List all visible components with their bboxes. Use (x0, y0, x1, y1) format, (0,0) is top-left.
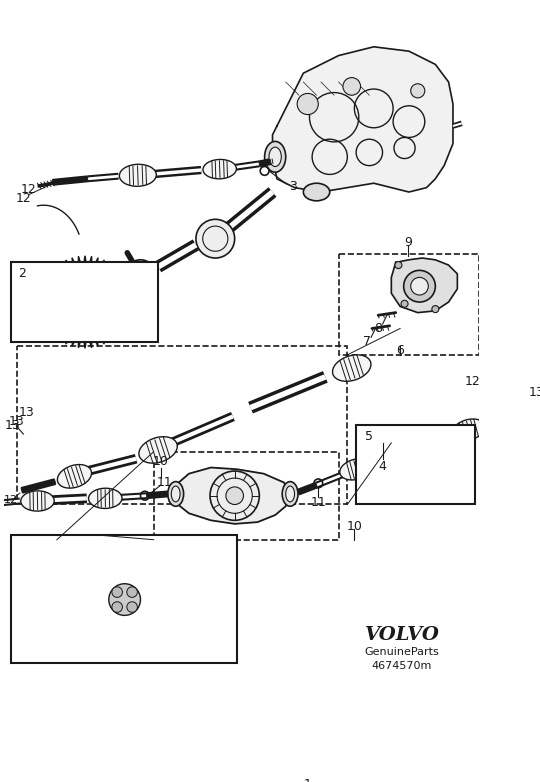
Ellipse shape (265, 142, 286, 172)
Text: 10: 10 (347, 520, 362, 533)
Circle shape (127, 601, 137, 612)
Ellipse shape (89, 488, 122, 508)
Text: 4674570m: 4674570m (372, 661, 432, 671)
Ellipse shape (286, 486, 294, 502)
Ellipse shape (282, 482, 298, 506)
Ellipse shape (333, 355, 371, 382)
Ellipse shape (139, 436, 177, 463)
Circle shape (196, 219, 235, 258)
Bar (356, 425, 475, 504)
Ellipse shape (171, 486, 180, 502)
Text: 10: 10 (153, 455, 168, 468)
Ellipse shape (119, 164, 156, 186)
Ellipse shape (399, 438, 433, 461)
Text: 12: 12 (16, 192, 31, 205)
Ellipse shape (203, 160, 237, 179)
Text: VOLVO: VOLVO (364, 626, 440, 644)
Bar (11, 263, 158, 342)
Text: 13: 13 (5, 419, 21, 432)
Text: 2: 2 (18, 267, 25, 281)
Circle shape (112, 586, 123, 597)
Circle shape (83, 558, 167, 642)
Text: 1: 1 (304, 778, 312, 782)
Circle shape (83, 558, 104, 579)
Circle shape (343, 77, 361, 95)
Bar (154, 452, 339, 540)
Text: 11: 11 (157, 476, 172, 489)
Circle shape (226, 487, 244, 504)
Text: 5: 5 (366, 430, 373, 443)
Text: 12: 12 (4, 495, 18, 505)
Text: 13: 13 (9, 415, 24, 429)
Ellipse shape (21, 491, 54, 511)
Circle shape (395, 261, 402, 268)
Circle shape (411, 84, 425, 98)
Text: 6: 6 (396, 344, 404, 357)
Circle shape (145, 558, 166, 579)
Circle shape (411, 278, 428, 295)
Bar (339, 253, 480, 355)
Text: 8: 8 (374, 322, 382, 335)
Circle shape (432, 306, 439, 313)
Ellipse shape (168, 482, 184, 506)
Circle shape (145, 620, 166, 641)
Polygon shape (170, 468, 290, 524)
Text: 9: 9 (404, 235, 412, 249)
Polygon shape (273, 47, 453, 192)
Text: 12: 12 (21, 183, 37, 196)
Circle shape (112, 601, 123, 612)
Text: 4: 4 (379, 460, 387, 473)
Ellipse shape (303, 183, 330, 201)
Circle shape (401, 300, 408, 307)
Ellipse shape (32, 323, 43, 337)
Circle shape (125, 260, 157, 292)
Ellipse shape (57, 465, 92, 488)
Text: GenuineParts: GenuineParts (364, 647, 439, 658)
Text: 3: 3 (289, 180, 296, 193)
Text: 7: 7 (363, 335, 370, 348)
Text: 11: 11 (310, 497, 326, 509)
Circle shape (297, 93, 318, 115)
Circle shape (404, 271, 435, 302)
Text: 12: 12 (464, 375, 480, 388)
Polygon shape (392, 258, 457, 313)
Bar (17, 346, 347, 504)
Bar (11, 536, 237, 663)
Ellipse shape (269, 147, 281, 167)
Circle shape (109, 583, 140, 615)
Ellipse shape (340, 458, 373, 480)
Text: 13: 13 (529, 386, 540, 399)
Circle shape (127, 586, 137, 597)
Circle shape (83, 620, 104, 641)
Circle shape (132, 267, 149, 285)
Text: 13: 13 (19, 407, 35, 419)
Ellipse shape (453, 419, 485, 440)
